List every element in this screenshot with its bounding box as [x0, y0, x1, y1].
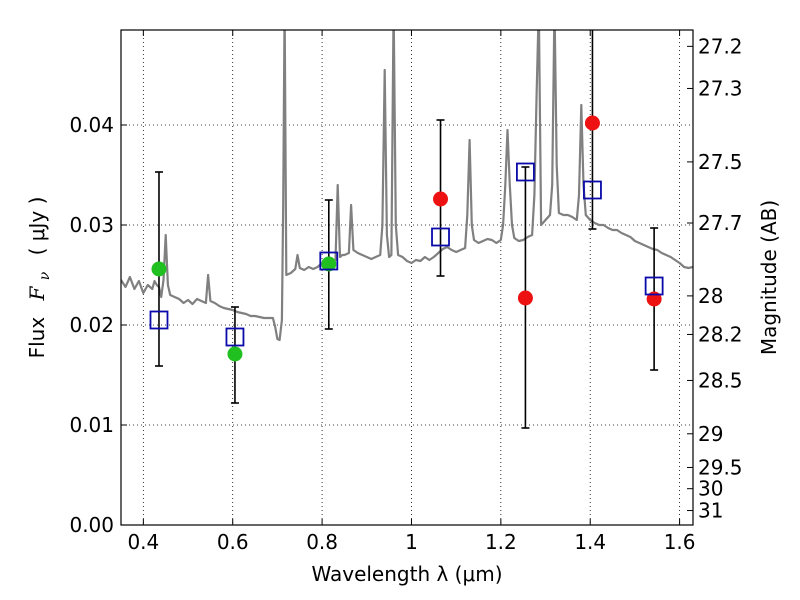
x-tick-label: 0.4 [127, 530, 159, 554]
y2-tick-label: 31 [698, 499, 723, 523]
model-spectrum-line [121, 30, 693, 342]
grid-layer [121, 30, 693, 526]
y2-tick-label: 27.5 [698, 150, 743, 174]
data-point-square [431, 227, 450, 247]
x-axis-title: Wavelength λ (μm) [311, 562, 502, 586]
data-point-square [583, 180, 602, 200]
y2-tick-label: 28 [698, 284, 723, 308]
y2-tick-label: 27.3 [698, 76, 743, 100]
data-point-square [516, 162, 535, 182]
data-point-square [149, 310, 169, 330]
y-axis-title-symbol: F [25, 285, 49, 301]
y-axis-title-prefix: Flux [25, 317, 49, 359]
data-point-circle [151, 261, 167, 277]
y-tick-label: 0.02 [69, 313, 114, 337]
data-point-circle [584, 115, 600, 131]
data-point-square [225, 327, 245, 347]
tick-layer: 0.4 0.6 0.8 1 1.2 1.4 1.6 0.00 0.01 0.02 0.03 0.04 2… [69, 30, 743, 554]
data-point-circle [433, 191, 449, 207]
y-axis-title-subscript: ν [37, 271, 53, 280]
data-point-circle [321, 256, 337, 272]
x-tick-label: 1.2 [485, 530, 517, 554]
data-layer [121, 30, 693, 429]
y2-tick-label: 27.2 [698, 34, 743, 58]
y-axis-title: Flux F ν ( μJy ) [25, 197, 54, 359]
y2-tick-label: 29 [698, 422, 723, 446]
data-point-square [644, 276, 664, 296]
x-tick-label: 1.6 [664, 530, 696, 554]
data-point-square [319, 251, 339, 271]
y-tick-label: 0.04 [69, 113, 114, 137]
y2-tick-label: 28.5 [698, 368, 743, 392]
y2-tick-label: 27.7 [698, 211, 743, 235]
x-tick-label: 0.8 [306, 530, 338, 554]
y-axis-title-unit: ( μJy ) [25, 197, 49, 256]
x-tick-label: 1 [405, 530, 418, 554]
y-tick-label: 0.01 [69, 413, 114, 437]
y2-axis-title: Magnitude (AB) [757, 200, 781, 355]
x-tick-label: 0.6 [217, 530, 249, 554]
x-tick-label: 1.4 [574, 530, 606, 554]
data-point-circle [517, 290, 533, 306]
y2-tick-label: 30 [698, 477, 723, 501]
data-point-circle [227, 346, 243, 362]
y-tick-label: 0.03 [69, 213, 114, 237]
y2-tick-label: 28.2 [698, 322, 743, 346]
y2-tick-label: 29.5 [698, 455, 743, 479]
y-tick-label: 0.00 [69, 513, 114, 537]
plot-frame [120, 29, 694, 526]
